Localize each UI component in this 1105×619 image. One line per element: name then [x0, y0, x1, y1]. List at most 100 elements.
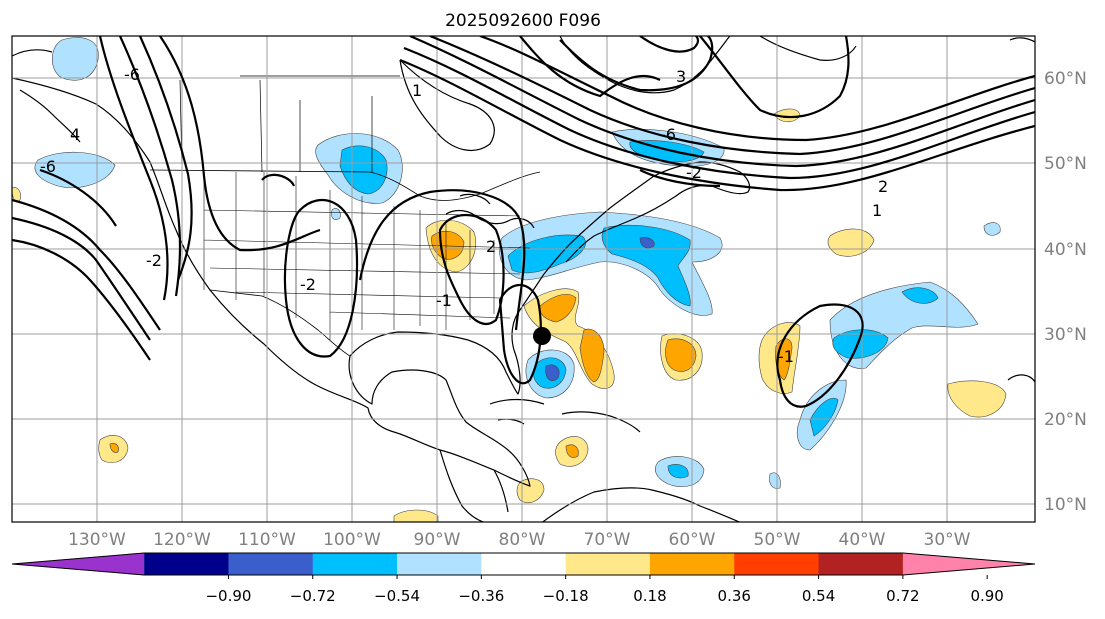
- positive-anomaly-patch: [539, 294, 577, 323]
- positive-anomaly-patch: [665, 338, 697, 372]
- lat-label: 40°N: [1044, 240, 1087, 260]
- north-america-coastline: [12, 77, 751, 487]
- jet-contour: [519, 36, 661, 98]
- lat-label: 30°N: [1044, 325, 1087, 345]
- positive-anomaly-patch: [393, 509, 439, 522]
- iceland-coastline: [1007, 37, 1035, 383]
- contour-label: -2: [686, 163, 702, 182]
- contour-label: -6: [660, 125, 676, 144]
- contour-label: -2: [300, 275, 316, 294]
- colorbar-segment: [818, 553, 904, 575]
- lon-label: 120°W: [153, 530, 211, 550]
- pacific-contour: [12, 198, 161, 331]
- negative-anomaly-patch: [601, 225, 691, 307]
- negative-anomaly-patch: [34, 151, 116, 189]
- height-anomaly-contours: [12, 36, 1035, 408]
- contour-label: 1: [872, 201, 882, 220]
- western-us-ridge-contour: [261, 173, 296, 187]
- negative-anomaly-patch: [667, 464, 689, 479]
- storm-contour: [498, 283, 542, 385]
- tropical-storm-center-marker: [533, 327, 551, 345]
- jet-contour: [399, 58, 1035, 192]
- colorbar-segment: [144, 553, 229, 575]
- colorbar-segment: [565, 553, 651, 575]
- greenland-low-contour: [639, 36, 700, 53]
- contour-label: 2: [486, 237, 496, 256]
- shaded-anomaly-fields: [12, 37, 1007, 522]
- colorbar-tick-label: −0.36: [458, 587, 504, 605]
- positive-anomaly-patch: [565, 444, 579, 458]
- central-america-coastline: [439, 449, 509, 522]
- jet-contour: [403, 46, 1035, 180]
- colorbar-segment: [312, 553, 398, 575]
- colorbar-outline: [11, 552, 1036, 576]
- greenland-coastline: [559, 36, 731, 94]
- negative-anomaly-patch: [769, 472, 781, 489]
- canada-provinces: [179, 75, 400, 173]
- lon-label: 50°W: [754, 530, 801, 550]
- jet-contour: [429, 36, 1035, 156]
- us-mexico-border: [209, 289, 351, 357]
- colorbar-segment: [397, 553, 482, 575]
- lon-label: 60°W: [669, 530, 716, 550]
- colorbar: −0.90 −0.72 −0.54 −0.36 −0.18 0.18 0.36 0.54 0.7…: [11, 552, 1036, 605]
- contour-label: -2: [146, 251, 162, 270]
- colorbar-tick-label: −0.54: [374, 587, 420, 605]
- lon-label: 70°W: [584, 530, 631, 550]
- us-canada-border: [149, 169, 541, 201]
- positive-anomaly-patch: [516, 478, 545, 503]
- colorbar-segment: [481, 553, 567, 575]
- west-coast-trough-contour: [118, 36, 182, 297]
- contour-label: 3: [676, 67, 686, 86]
- colorbar-extend-max: [902, 553, 1035, 575]
- lon-label: 30°W: [924, 530, 971, 550]
- western-us-ridge-contour: [283, 198, 359, 358]
- negative-anomaly-patch: [901, 287, 939, 304]
- lon-label: 110°W: [238, 530, 296, 550]
- eastern-us-trough-contour: [358, 189, 526, 331]
- west-coast-trough-contour: [98, 36, 169, 301]
- coastlines-and-borders: [12, 36, 1035, 522]
- lon-label: 80°W: [499, 530, 546, 550]
- contour-labels: -6 3 1 4 -6 -2 2 -1 -2 -1 -6 -2 1 2: [40, 65, 888, 366]
- colorbar-tick-label: 0.90: [970, 587, 1003, 605]
- lat-label: 50°N: [1044, 154, 1087, 174]
- negative-anomaly-patch: [545, 364, 560, 381]
- atlantic-low-contour: [776, 303, 864, 408]
- contour-label: -1: [778, 347, 794, 366]
- hudson-bay-coastline: [399, 59, 495, 152]
- colorbar-tick-label: 0.72: [886, 587, 919, 605]
- colorbar-tick-label: −0.90: [205, 587, 251, 605]
- jet-contour: [479, 36, 1035, 142]
- positive-anomaly-patch: [947, 380, 1007, 418]
- pacific-contour: [12, 216, 151, 341]
- contour-label: -1: [436, 291, 452, 310]
- lat-label: 20°N: [1044, 410, 1087, 430]
- lon-label: 100°W: [323, 530, 381, 550]
- colorbar-tick-label: −0.18: [543, 587, 589, 605]
- longitude-labels: 130°W 120°W 110°W 100°W 90°W 80°W 70°W 6…: [68, 530, 971, 550]
- negative-anomaly-patch: [832, 329, 889, 359]
- lon-label: 130°W: [68, 530, 126, 550]
- map-border: [11, 35, 1036, 523]
- pacific-contour: [12, 238, 151, 361]
- contour-label: -6: [40, 157, 56, 176]
- colorbar-tick-label: 0.36: [718, 587, 751, 605]
- eastern-us-trough-contour: [438, 214, 505, 325]
- positive-anomaly-patch: [12, 187, 21, 202]
- contour-label: 4: [70, 125, 80, 144]
- contour-label: -6: [124, 65, 140, 84]
- contour-label: 1: [412, 81, 422, 100]
- jet-contour: [409, 36, 1035, 168]
- contour-label: 2: [878, 177, 888, 196]
- lon-label: 40°W: [839, 530, 886, 550]
- greenland-low-contour: [559, 36, 714, 92]
- colorbar-tick-label: −0.72: [290, 587, 336, 605]
- lon-label: 90°W: [414, 530, 461, 550]
- negative-anomaly-patch: [639, 237, 655, 249]
- us-state-lines: [203, 172, 531, 340]
- colorbar-tick-label: 0.18: [633, 587, 666, 605]
- colorbar-extend-min: [12, 553, 145, 575]
- greenland-low-contour: [699, 36, 850, 119]
